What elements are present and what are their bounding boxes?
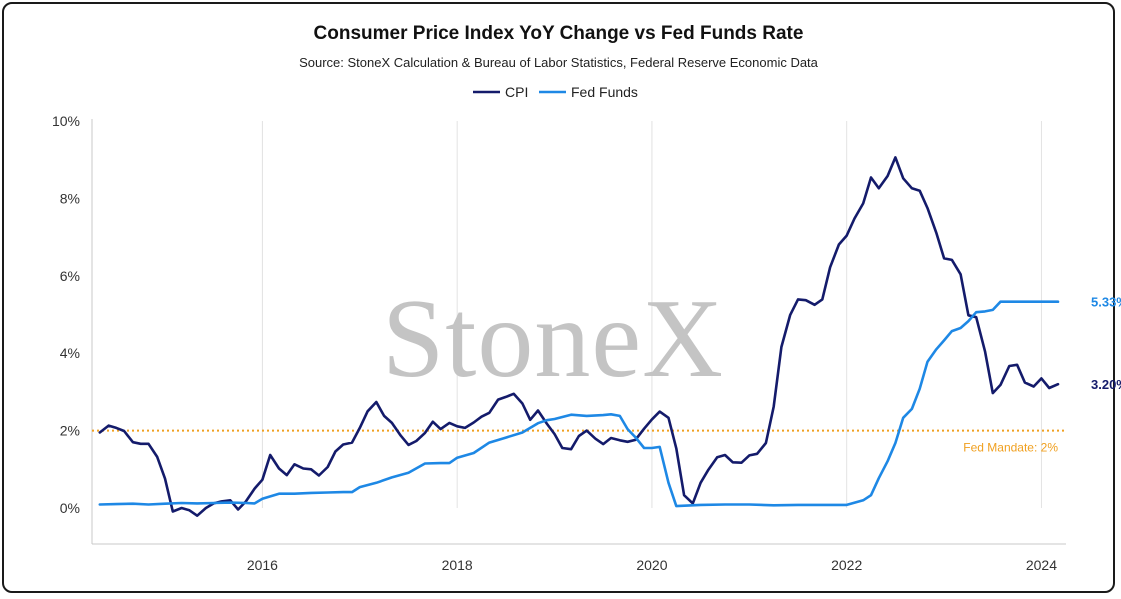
gridlines [261,121,1042,508]
x-tick-label: 2016 [247,557,278,573]
cpi-end-label: 3.20% [1091,377,1121,392]
reference-line-group: Fed Mandate: 2% [92,429,1066,455]
legend-label-fed-funds: Fed Funds [571,84,638,100]
chart-frame: Consumer Price Index YoY Change vs Fed F… [2,2,1115,593]
x-tick-label: 2024 [1026,557,1057,573]
y-tick-label: 2% [60,423,80,439]
legend: CPI Fed Funds [473,84,638,100]
y-tick-label: 10% [52,113,80,129]
axes: 2016 2018 2020 2022 2024 0% 2% 4% 6% 8% 10% [52,113,1066,573]
chart-title: Consumer Price Index YoY Change vs Fed F… [313,23,804,44]
chart-subtitle: Source: StoneX Calculation & Bureau of L… [299,55,818,70]
cpi-line [98,156,1060,517]
y-tick-label: 0% [60,500,80,516]
series-lines [98,156,1060,517]
end-labels: 3.20% 5.33% [1091,295,1121,392]
y-tick-label: 6% [60,268,80,284]
x-tick-label: 2020 [636,557,667,573]
x-tick-label: 2022 [831,557,862,573]
legend-label-cpi: CPI [505,84,528,100]
y-tick-label: 4% [60,345,80,361]
watermark-logo: StoneX [382,277,724,401]
fed-mandate-label: Fed Mandate: 2% [963,441,1058,455]
x-tick-label: 2018 [442,557,473,573]
fed-funds-line [98,300,1060,508]
fed-funds-end-label: 5.33% [1091,295,1121,310]
y-tick-label: 8% [60,190,80,206]
